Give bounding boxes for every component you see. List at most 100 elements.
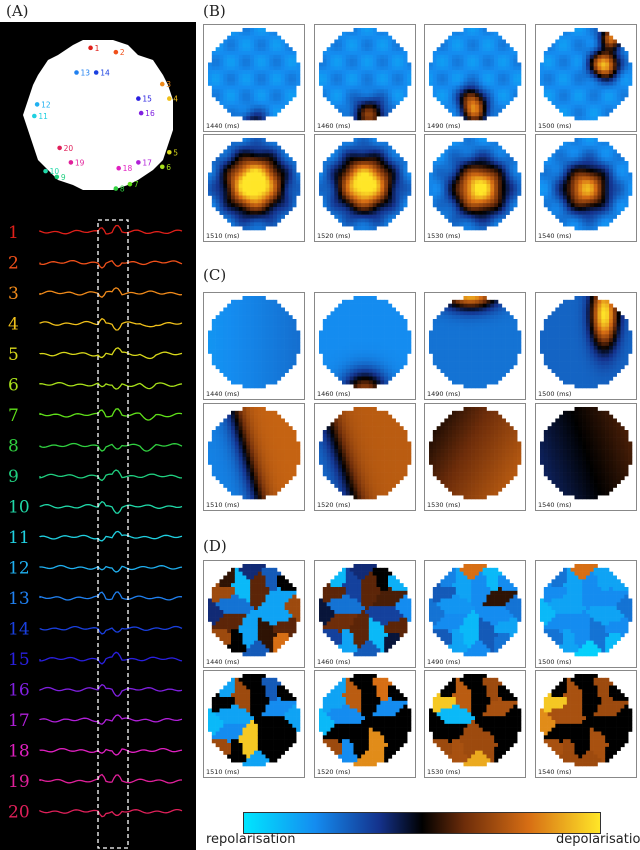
electrode-dot — [74, 70, 79, 75]
frame-time-label: 1510 (ms) — [206, 768, 240, 776]
electrode-marker: 15 — [136, 95, 152, 104]
frame-time-label: 1500 (ms) — [538, 658, 572, 666]
electrogram-trace — [39, 317, 183, 331]
electrogram-trace — [39, 530, 183, 542]
activation-map — [319, 28, 412, 121]
frame-time-label: 1530 (ms) — [427, 501, 461, 509]
electrode-marker: 9 — [54, 173, 66, 182]
electrode-marker: 3 — [159, 80, 171, 89]
electrode-marker: 11 — [32, 112, 48, 121]
electrode-number: 1 — [95, 44, 100, 53]
electrode-dot — [159, 81, 165, 87]
panel-b-frame: 1440 (ms) — [203, 24, 305, 132]
electrode-number: 10 — [50, 167, 60, 176]
activation-map — [429, 296, 522, 389]
activation-map — [319, 407, 412, 500]
electrode-number: 19 — [75, 158, 85, 167]
electrode-marker: 7 — [127, 180, 139, 189]
panel-c-frame: 1510 (ms) — [203, 403, 305, 511]
electrogram-trace — [39, 564, 183, 573]
panel-d-frame: 1460 (ms) — [314, 560, 416, 668]
frame-time-label: 1440 (ms) — [206, 658, 240, 666]
frame-time-label: 1520 (ms) — [317, 232, 351, 240]
trace-number: 8 — [8, 437, 19, 457]
electrogram-trace — [39, 714, 183, 725]
panel-d-frame: 1520 (ms) — [314, 670, 416, 778]
activation-map — [540, 296, 633, 389]
electrode-number: 12 — [41, 100, 51, 109]
electrode-dot — [43, 168, 48, 174]
electrogram-trace — [39, 224, 183, 235]
electrogram-trace — [39, 442, 183, 452]
electrode-dot — [57, 145, 62, 151]
electrode-marker: 2 — [113, 48, 125, 57]
activation-map — [540, 138, 633, 231]
activation-map — [208, 138, 301, 231]
trace-number: 12 — [8, 559, 30, 579]
trace-number: 14 — [8, 620, 30, 640]
frame-time-label: 1510 (ms) — [206, 501, 240, 509]
electrode-marker: 12 — [34, 100, 51, 109]
panel-c-frame: 1490 (ms) — [424, 292, 526, 400]
frame-time-label: 1460 (ms) — [317, 658, 351, 666]
electrode-number: 16 — [145, 109, 155, 118]
electrogram-trace — [39, 747, 183, 756]
electrode-number: 11 — [38, 112, 48, 121]
panel-c-frame: 1440 (ms) — [203, 292, 305, 400]
electrogram-trace — [39, 591, 183, 601]
activation-map — [208, 674, 301, 767]
panel-d-frame: 1500 (ms) — [535, 560, 637, 668]
panel-d-frame: 1440 (ms) — [203, 560, 305, 668]
trace-number: 11 — [8, 528, 30, 548]
electrode-dot — [32, 113, 37, 119]
frame-time-label: 1490 (ms) — [427, 390, 461, 398]
frame-time-label: 1540 (ms) — [538, 768, 572, 776]
trace-number: 6 — [8, 376, 19, 396]
electrode-marker: 14 — [93, 68, 110, 77]
electrode-marker: 20 — [57, 144, 73, 153]
panel-d-frame: 1530 (ms) — [424, 670, 526, 778]
panel-c-frame: 1530 (ms) — [424, 403, 526, 511]
activation-map — [540, 28, 633, 121]
panel-label-b: (B) — [203, 2, 226, 20]
trace-number: 3 — [8, 284, 19, 304]
panel-label-d: (D) — [203, 537, 227, 555]
electrode-dot — [116, 165, 121, 171]
activation-map — [429, 28, 522, 121]
trace-number: 4 — [8, 315, 19, 335]
panel-label-a: (A) — [6, 2, 29, 20]
activation-map — [319, 564, 412, 657]
panel-d-frame: 1510 (ms) — [203, 670, 305, 778]
activation-map — [540, 674, 633, 767]
activation-map — [208, 564, 301, 657]
activation-map — [319, 674, 412, 767]
trace-number: 18 — [8, 742, 30, 762]
panel-b-frame: 1540 (ms) — [535, 134, 637, 242]
electrogram-trace — [39, 808, 183, 818]
electrode-number: 2 — [120, 48, 125, 57]
electrode-marker: 19 — [68, 158, 85, 167]
panel-b-frame: 1490 (ms) — [424, 24, 526, 132]
electrode-dot — [113, 186, 119, 191]
activation-map — [208, 296, 301, 389]
electrode-dot — [138, 110, 144, 116]
trace-number: 7 — [8, 406, 19, 426]
frame-time-label: 1540 (ms) — [538, 232, 572, 240]
panel-b-frame: 1500 (ms) — [535, 24, 637, 132]
activation-map — [429, 138, 522, 231]
frame-time-label: 1460 (ms) — [317, 122, 351, 130]
electrode-number: 17 — [142, 158, 152, 167]
activation-map — [429, 674, 522, 767]
electrogram-trace — [39, 625, 183, 635]
electrogram-trace — [39, 651, 183, 665]
electrogram-trace — [39, 259, 183, 269]
panel-b-frame: 1520 (ms) — [314, 134, 416, 242]
electrode-number: 4 — [173, 95, 178, 104]
electrogram-trace — [39, 287, 183, 298]
electrode-dot — [88, 45, 93, 51]
electrode-marker: 13 — [74, 68, 90, 77]
panel-d-frame: 1490 (ms) — [424, 560, 526, 668]
trace-number: 10 — [8, 498, 30, 518]
trace-number: 20 — [8, 803, 30, 823]
